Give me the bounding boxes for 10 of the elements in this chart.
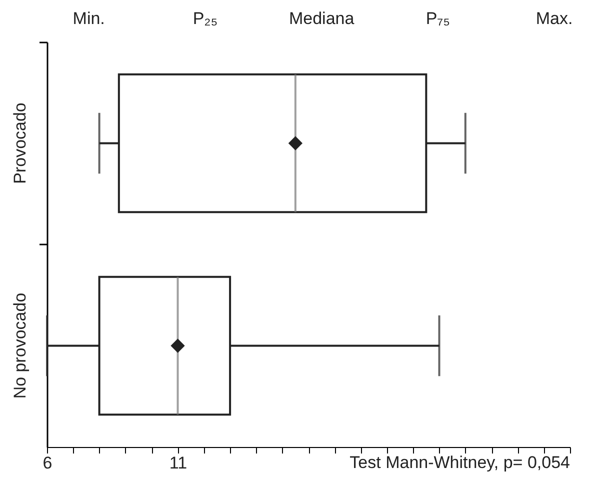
text: Mediana [288,9,355,28]
x-axis-title: Test Mann-Whitney, p= 0,054 [350,453,570,472]
y-tick-label: No provocado [10,292,30,399]
x-tick-label: 11 [169,454,188,472]
text: Max. [536,9,573,28]
text: P₂₅ [192,9,218,28]
text: P₇₅ [426,9,450,28]
x-tick-label: 6 [42,454,52,472]
text: Min. [72,9,105,28]
y-tick-label: Provocado [10,102,30,184]
